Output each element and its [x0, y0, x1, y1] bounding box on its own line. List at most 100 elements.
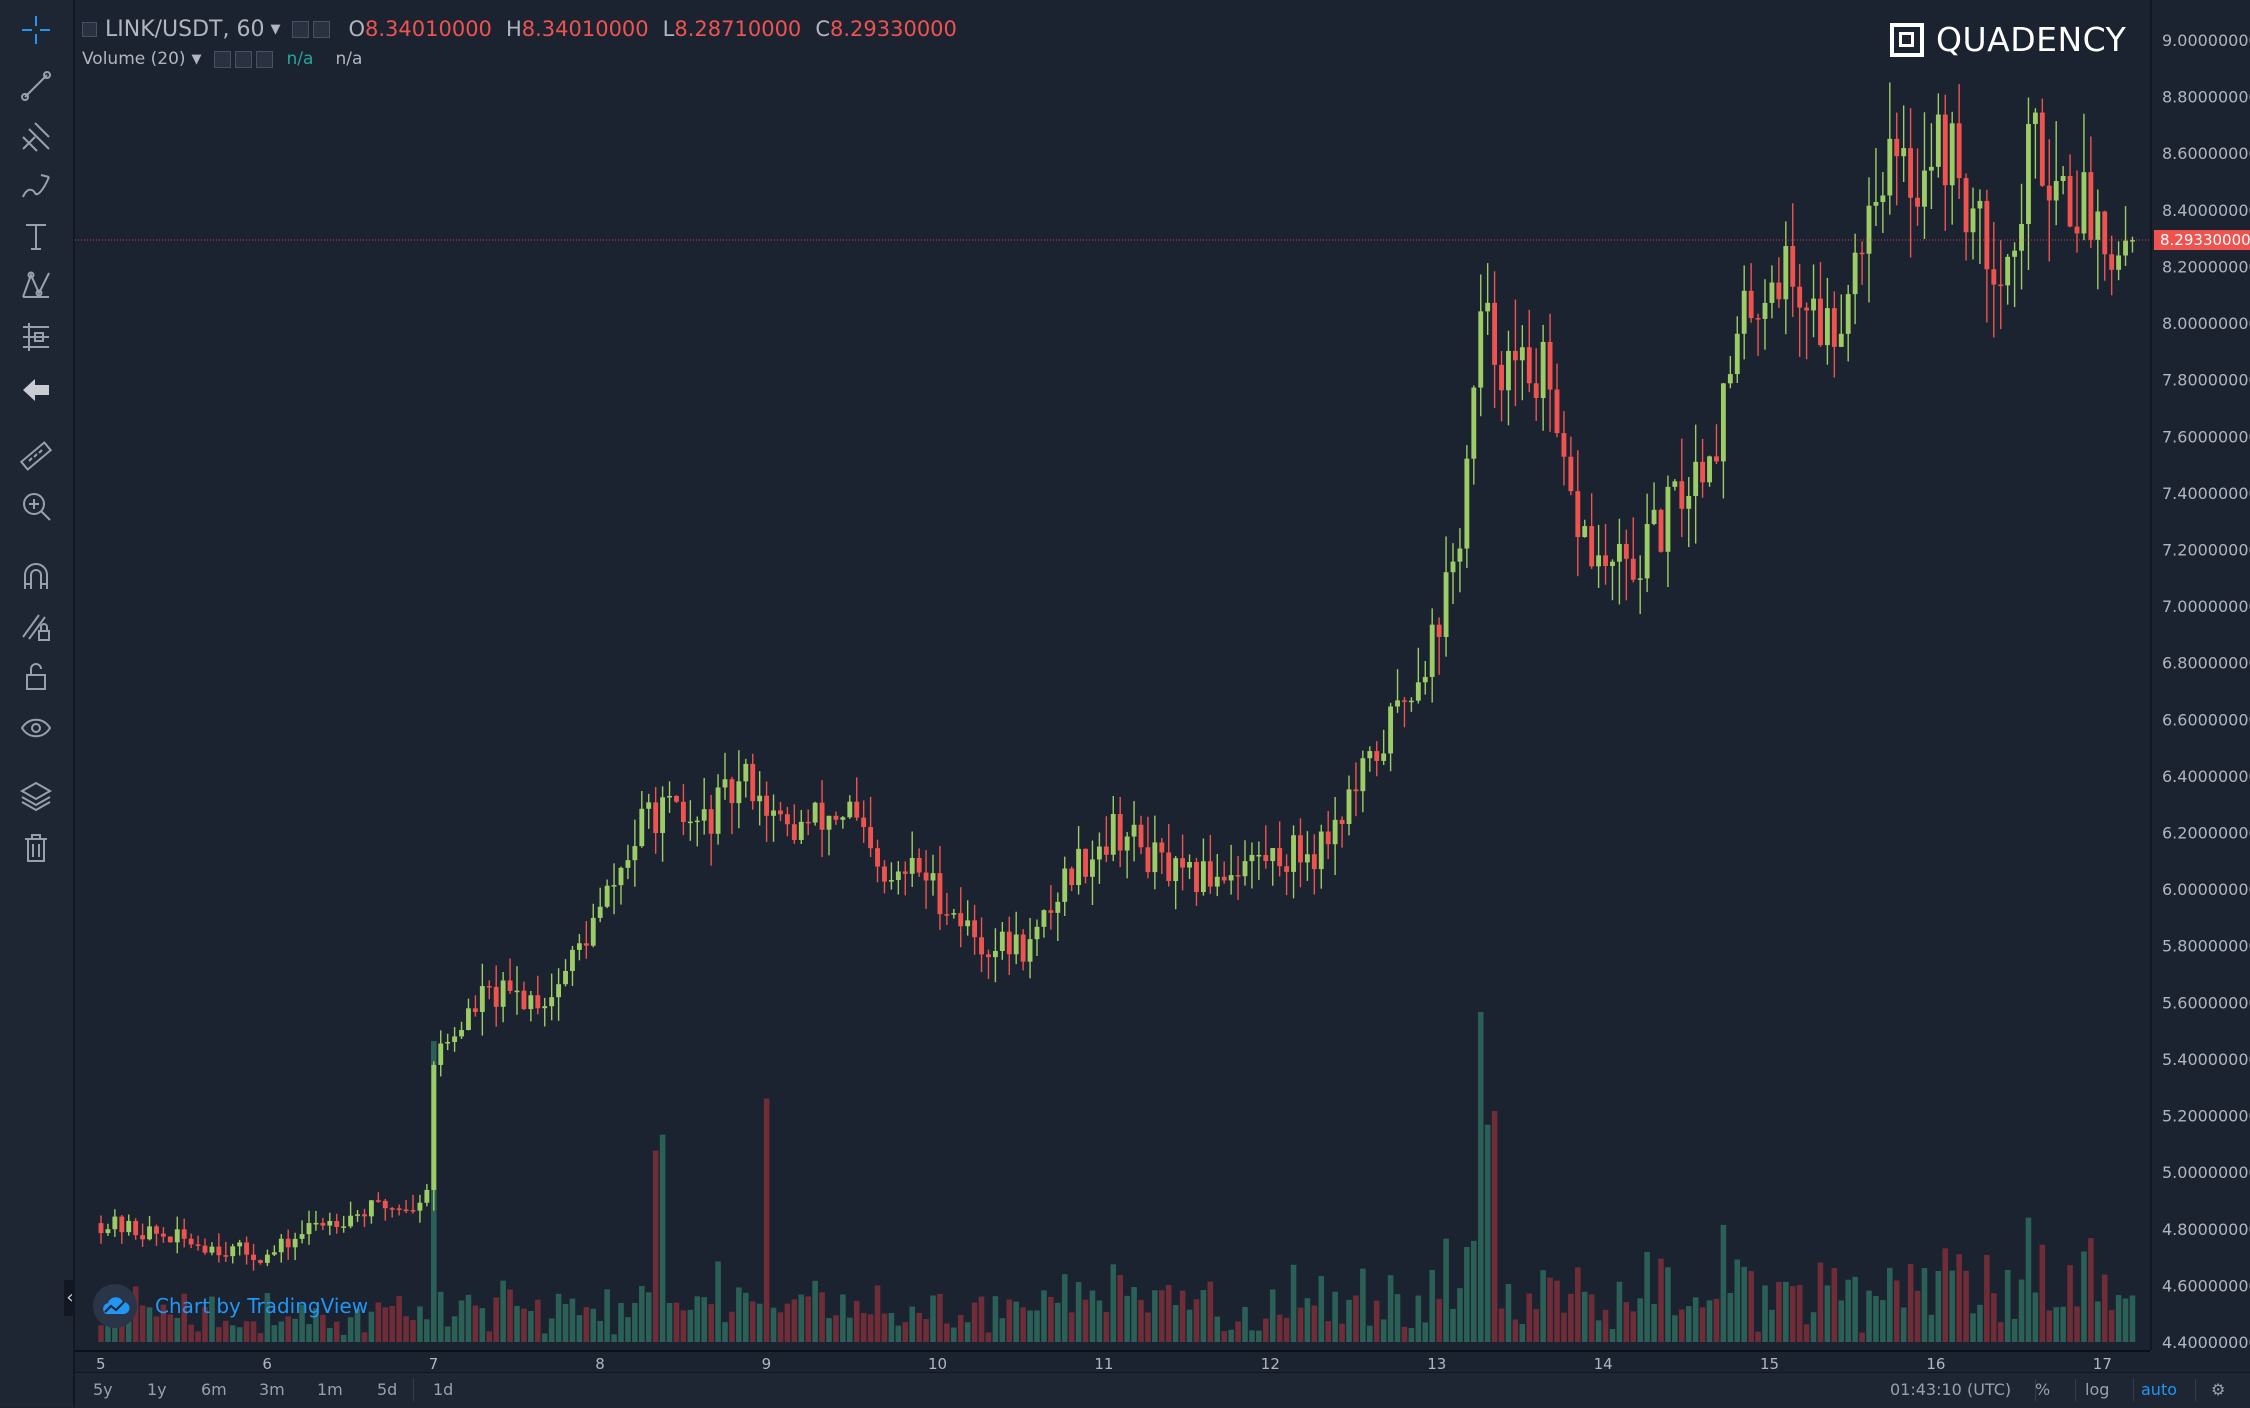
- gear-icon[interactable]: ⚙: [2211, 1380, 2226, 1399]
- candle-body: [895, 871, 901, 881]
- time-axis[interactable]: 5 6 7 8 9 10 11 12 13 14 15 16 17: [75, 1350, 2150, 1374]
- tradingview-badge-text[interactable]: Chart by TradingView: [155, 1294, 369, 1318]
- volume-bar: [2088, 1238, 2094, 1342]
- volume-bar: [548, 1318, 555, 1342]
- timeframe-6m[interactable]: 6m: [201, 1380, 227, 1399]
- volume-bar: [1727, 1292, 1734, 1342]
- volume-bar: [375, 1302, 382, 1342]
- price-scale-axis[interactable]: 9.00000000 8.80000000 8.60000000 8.40000000…: [2152, 0, 2250, 1352]
- percent-scale-toggle[interactable]: %: [2035, 1380, 2051, 1399]
- settings-icon[interactable]: [292, 20, 310, 38]
- log-scale-toggle[interactable]: log: [2085, 1380, 2110, 1399]
- candle-body: [1145, 847, 1151, 873]
- symbol-label[interactable]: LINK/USDT, 60: [105, 16, 265, 42]
- pattern-icon[interactable]: [12, 264, 60, 308]
- brush-icon[interactable]: [12, 164, 60, 208]
- candle-body: [667, 795, 672, 798]
- crosshair-icon[interactable]: [12, 8, 60, 52]
- zoom-in-icon[interactable]: [12, 484, 60, 528]
- volume-bar: [937, 1293, 943, 1342]
- close-icon[interactable]: [255, 50, 273, 68]
- auto-scale-toggle[interactable]: auto: [2141, 1380, 2178, 1399]
- price-chart[interactable]: [75, 0, 2150, 1350]
- collapse-panel-button[interactable]: ‹: [64, 1280, 76, 1316]
- candle-body: [1318, 831, 1324, 870]
- volume-bar: [909, 1306, 915, 1342]
- trash-icon[interactable]: [12, 826, 60, 870]
- utc-clock[interactable]: 01:43:10 (UTC): [1890, 1380, 2012, 1399]
- layers-icon[interactable]: [12, 774, 60, 818]
- volume-indicator-label[interactable]: Volume (20): [82, 49, 186, 69]
- lock-drawing-icon[interactable]: [12, 604, 60, 648]
- candle-body: [1298, 835, 1303, 863]
- candle-body: [674, 795, 679, 802]
- trend-line-icon[interactable]: [12, 64, 60, 108]
- candle-body: [2046, 185, 2052, 201]
- candle-body: [909, 857, 915, 874]
- time-scale-axis[interactable]: 5 6 7 8 9 10 11 12 13 14 15 16 17: [75, 1352, 2150, 1374]
- volume-bar: [1353, 1295, 1359, 1342]
- volume-bar: [798, 1294, 805, 1342]
- candle-body: [424, 1189, 430, 1203]
- candle-body: [1124, 836, 1130, 851]
- candle-body: [396, 1208, 402, 1210]
- candle-body: [1859, 252, 1865, 255]
- volume-bar: [1907, 1263, 1914, 1342]
- chart-pane[interactable]: [75, 0, 2150, 1350]
- candle-body: [916, 857, 922, 873]
- candle-body: [1776, 282, 1782, 300]
- unlock-icon[interactable]: [12, 654, 60, 698]
- candle-body: [1173, 858, 1179, 881]
- candle-body: [507, 980, 513, 991]
- candle-body: [819, 802, 825, 830]
- chevron-down-icon[interactable]: ▼: [191, 51, 202, 67]
- volume-bar: [1193, 1299, 1200, 1342]
- high-label: H: [505, 17, 522, 41]
- candle-body: [1616, 543, 1622, 562]
- volume-bar: [1346, 1299, 1352, 1342]
- time-tick-label: 9: [762, 1355, 772, 1373]
- volume-bar: [1526, 1293, 1533, 1342]
- candle-body: [1013, 934, 1019, 955]
- pitchfork-icon[interactable]: [12, 114, 60, 158]
- candle-body: [1568, 456, 1574, 492]
- timeframe-1d[interactable]: 1d: [433, 1380, 454, 1399]
- back-arrow-icon[interactable]: [12, 368, 60, 412]
- timeframe-3m[interactable]: 3m: [259, 1380, 285, 1399]
- volume-bar: [1034, 1310, 1040, 1342]
- eye-icon[interactable]: [213, 50, 231, 68]
- volume-bar: [1491, 1110, 1498, 1342]
- candle-body: [1304, 854, 1310, 863]
- candle-body: [278, 1238, 284, 1253]
- volume-bar: [1318, 1276, 1325, 1342]
- volume-bar: [361, 1332, 368, 1342]
- gear-icon[interactable]: [234, 50, 252, 68]
- ruler-icon[interactable]: [12, 434, 60, 478]
- candle-body: [1027, 939, 1033, 962]
- candle-body: [1360, 758, 1366, 792]
- timeframe-1y[interactable]: 1y: [147, 1380, 167, 1399]
- volume-bar: [736, 1287, 742, 1342]
- magnet-icon[interactable]: [12, 554, 60, 598]
- candle-body: [999, 931, 1005, 951]
- volume-bar: [1103, 1312, 1110, 1342]
- text-icon[interactable]: [12, 214, 60, 258]
- volume-bar: [1131, 1287, 1137, 1342]
- timeframe-5y[interactable]: 5y: [93, 1380, 113, 1399]
- volume-bar: [1498, 1308, 1505, 1342]
- candle-body: [2060, 175, 2066, 182]
- gear-icon[interactable]: [313, 20, 331, 38]
- eye-icon[interactable]: [12, 706, 60, 750]
- tradingview-badge[interactable]: Chart by TradingView: [93, 1284, 368, 1328]
- timeframe-1m[interactable]: 1m: [317, 1380, 343, 1399]
- volume-bar: [1207, 1281, 1214, 1342]
- volume-bar: [396, 1296, 402, 1342]
- timeframe-5d[interactable]: 5d: [377, 1380, 398, 1399]
- price-scale[interactable]: 9.00000000 8.80000000 8.60000000 8.40000000…: [2150, 0, 2250, 1352]
- volume-bar: [1845, 1279, 1851, 1342]
- prediction-icon[interactable]: [12, 314, 60, 358]
- collapse-legend-icon[interactable]: [82, 21, 97, 37]
- candle-body: [1277, 848, 1283, 867]
- chevron-down-icon[interactable]: ▼: [270, 21, 281, 37]
- volume-bar: [1977, 1304, 1983, 1342]
